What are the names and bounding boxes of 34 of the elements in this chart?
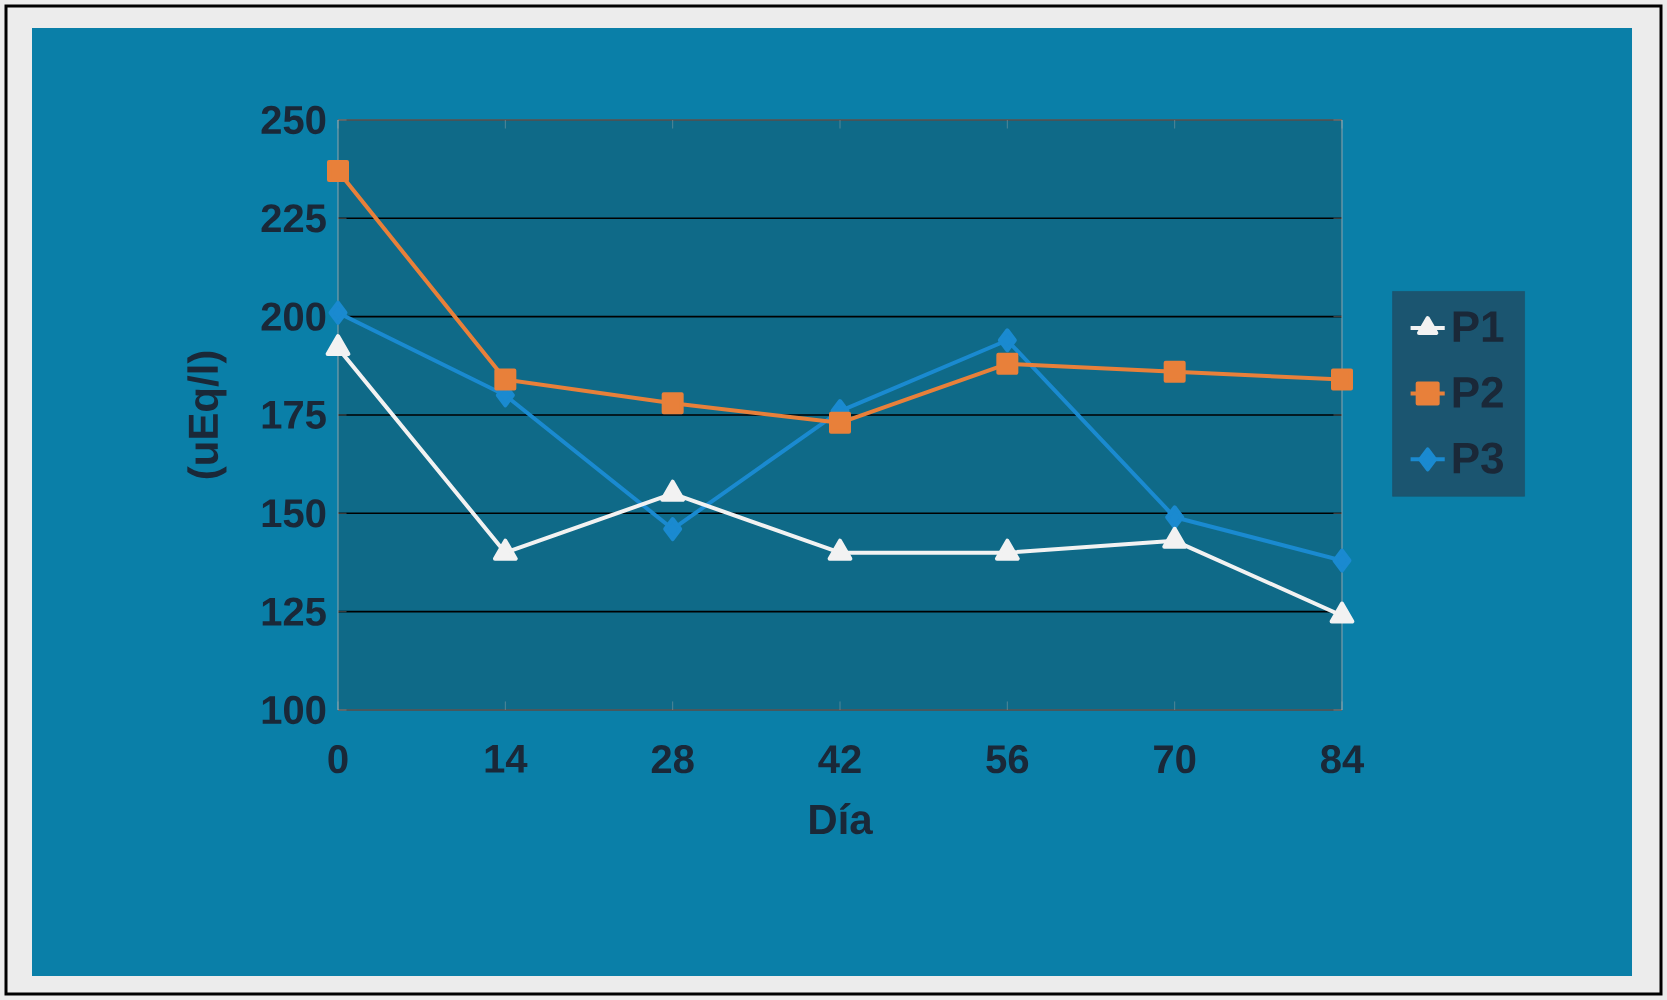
x-tick-label: 42 — [818, 745, 861, 773]
y-tick-label: 250 — [261, 105, 326, 135]
y-tick-label: 150 — [262, 499, 326, 528]
point — [327, 160, 349, 183]
point — [328, 300, 348, 325]
legend-label: P2 — [1453, 376, 1503, 408]
y-tick-label: 100 — [262, 695, 326, 725]
point — [997, 328, 1017, 353]
y-axis-title: (uEq/l) — [187, 351, 227, 479]
x-tick-label: 84 — [1321, 745, 1364, 774]
point — [494, 368, 517, 391]
x-tick-label: 56 — [986, 745, 1029, 774]
point — [1163, 360, 1186, 383]
point — [661, 392, 684, 415]
point — [1329, 601, 1355, 624]
point — [1330, 368, 1353, 391]
x-tick-label: 28 — [651, 745, 694, 774]
y-tick-label: 200 — [261, 302, 326, 331]
x-axis-title: Día — [810, 803, 873, 835]
legend-label: P1 — [1453, 311, 1504, 342]
y-tick-label: 225 — [261, 204, 326, 233]
point — [827, 538, 853, 561]
point — [492, 538, 518, 561]
legend-label: P3 — [1453, 442, 1503, 474]
x-tick-label: 14 — [485, 745, 528, 773]
y-tick-label: 125 — [262, 597, 326, 626]
point — [994, 538, 1020, 561]
point — [660, 479, 686, 502]
x-tick-label: 0 — [328, 745, 348, 774]
point — [996, 352, 1019, 375]
point — [829, 411, 851, 434]
y-tick-label: 175 — [262, 401, 326, 429]
point — [1162, 526, 1188, 549]
x-tick-label: 70 — [1154, 745, 1196, 774]
